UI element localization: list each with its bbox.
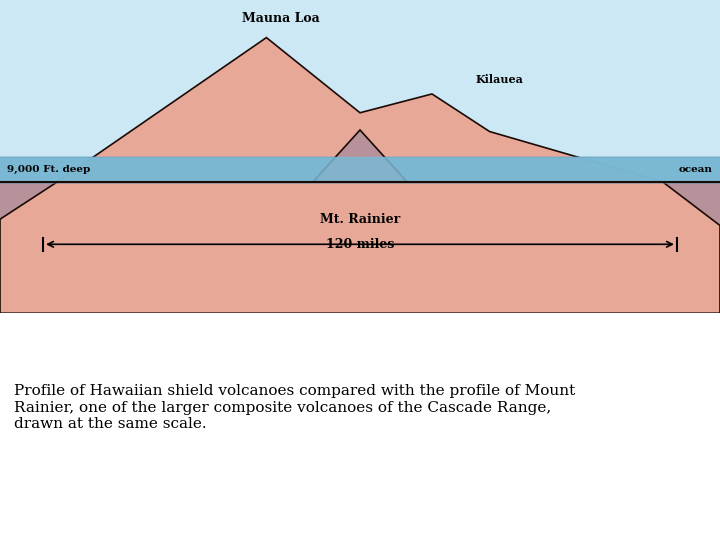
Polygon shape [313, 130, 407, 181]
Bar [0, 157, 720, 181]
Bar [0, 157, 720, 181]
Text: 120 miles: 120 miles [326, 238, 394, 251]
Text: 9,000 Ft. deep: 9,000 Ft. deep [7, 165, 91, 174]
Text: Mauna Loa: Mauna Loa [242, 12, 320, 25]
Text: Kilauea: Kilauea [475, 73, 523, 85]
Polygon shape [0, 38, 720, 313]
Bar [0, 181, 720, 313]
Text: Profile of Hawaiian shield volcanoes compared with the profile of Mount
Rainier,: Profile of Hawaiian shield volcanoes com… [14, 384, 576, 431]
Text: Mt. Rainier: Mt. Rainier [320, 213, 400, 226]
Bar [0, 0, 720, 157]
Text: ocean: ocean [679, 165, 713, 174]
Bar [0, 157, 720, 181]
